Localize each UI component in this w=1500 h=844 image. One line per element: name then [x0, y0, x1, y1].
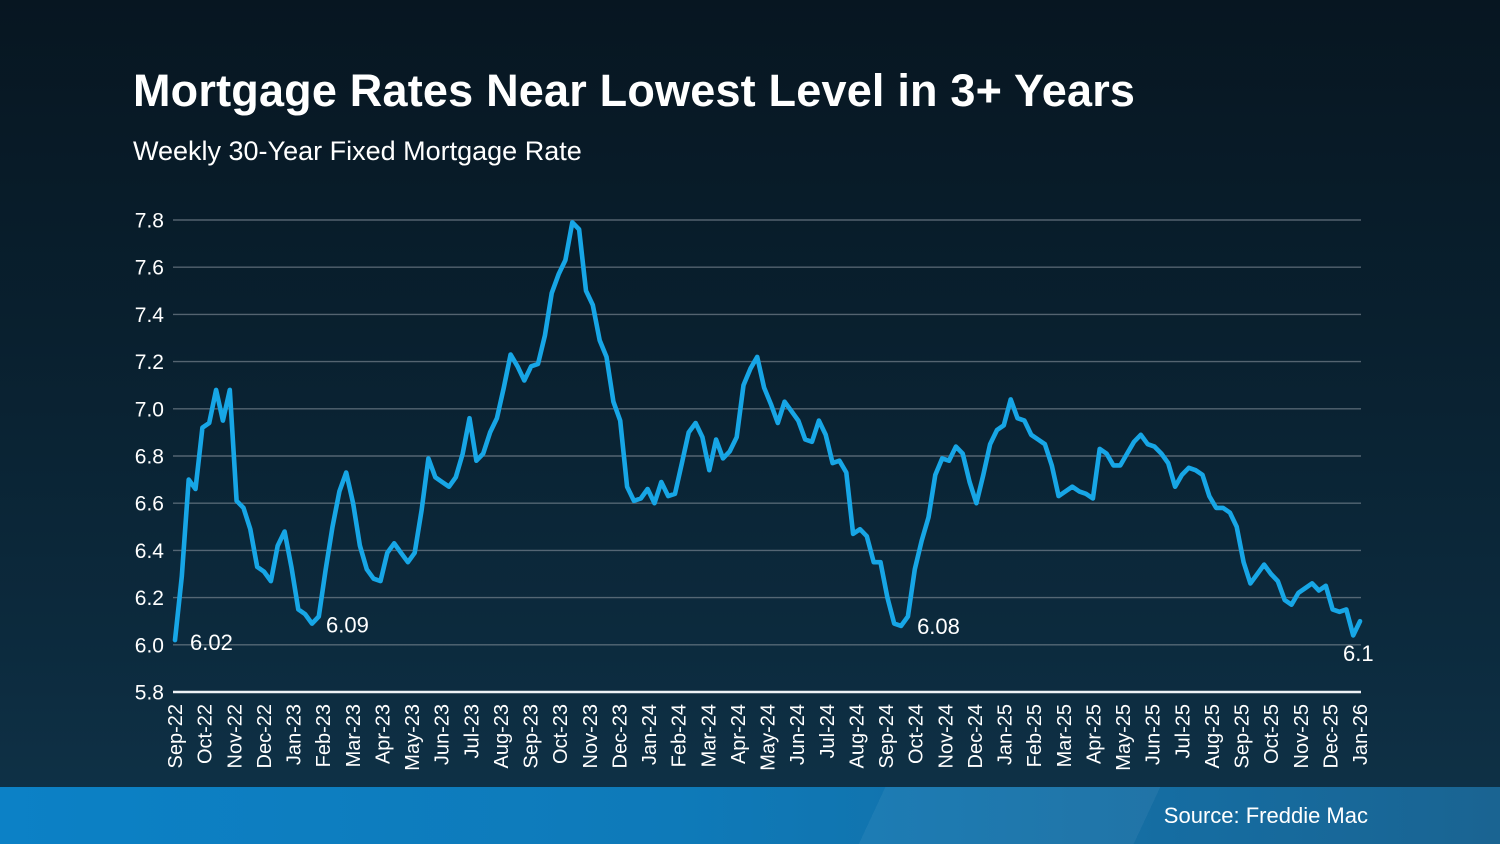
y-axis-label: 6.8: [135, 446, 164, 469]
x-axis-label: Sep-24: [876, 704, 898, 769]
source-label: Source: Freddie Mac: [1163, 803, 1368, 828]
x-axis-label: May-23: [402, 704, 424, 771]
y-axis-label: 5.8: [135, 682, 164, 705]
x-axis-label: Mar-25: [1054, 704, 1076, 767]
y-axis-label: 6.6: [135, 493, 164, 516]
x-axis-label: Jan-26: [1350, 704, 1372, 765]
footer-bar: Source: Freddie Mac: [0, 787, 1500, 844]
x-axis-label: Jul-24: [817, 704, 839, 758]
x-axis-label: Sep-25: [1232, 704, 1254, 769]
x-axis-label: Jan-25: [995, 704, 1017, 765]
chart-subtitle: Weekly 30-Year Fixed Mortgage Rate: [133, 136, 582, 166]
x-axis-label: Mar-24: [698, 704, 720, 767]
data-label: 6.09: [326, 613, 369, 638]
x-axis-label: Jun-24: [787, 704, 809, 765]
x-axis-label: Feb-23: [313, 704, 335, 767]
x-axis-label: Nov-23: [580, 704, 602, 768]
x-axis-label: Dec-22: [254, 704, 276, 768]
x-axis-label: May-24: [758, 704, 780, 771]
y-axis-label: 7.2: [135, 351, 164, 374]
x-axis-label: Feb-25: [1024, 704, 1046, 767]
y-axis-label: 7.8: [135, 210, 164, 233]
x-axis-label: Apr-24: [728, 704, 750, 764]
x-axis-label: Mar-23: [343, 704, 365, 767]
x-axis-label: Jun-23: [432, 704, 454, 765]
x-axis-label: Jun-25: [1143, 704, 1165, 765]
x-axis-label: Nov-22: [224, 704, 246, 768]
y-axis-label: 7.4: [135, 304, 165, 327]
y-axis-label: 7.0: [135, 398, 164, 421]
x-axis-label: Sep-23: [521, 704, 543, 769]
data-label: 6.02: [190, 630, 233, 655]
x-axis-label: Aug-25: [1202, 704, 1224, 769]
chart-title: Mortgage Rates Near Lowest Level in 3+ Y…: [133, 65, 1136, 116]
y-axis-label: 6.4: [135, 540, 165, 563]
y-axis-label: 6.2: [135, 587, 164, 610]
x-axis-label: Oct-22: [195, 704, 217, 764]
x-axis-label: May-25: [1113, 704, 1135, 771]
y-axis-label: 6.0: [135, 634, 164, 657]
x-axis-label: Oct-24: [906, 704, 928, 764]
data-label: 6.1: [1343, 641, 1374, 666]
x-axis-label: Jul-23: [461, 704, 483, 758]
x-axis-label: Nov-25: [1291, 704, 1313, 768]
x-axis-label: Sep-22: [165, 704, 187, 769]
y-axis-label: 7.6: [135, 257, 164, 280]
x-axis-label: Feb-24: [669, 704, 691, 767]
x-axis-label: Aug-24: [846, 704, 868, 769]
x-axis-label: Oct-25: [1261, 704, 1283, 764]
x-axis-label: Dec-25: [1320, 704, 1342, 768]
x-axis-label: Dec-23: [609, 704, 631, 768]
x-axis-label: Aug-23: [491, 704, 513, 769]
x-axis-label: Jan-24: [639, 704, 661, 765]
x-axis-label: Jan-23: [284, 704, 306, 765]
data-label: 6.08: [917, 614, 960, 639]
x-axis-label: Nov-24: [935, 704, 957, 768]
x-axis-label: Oct-23: [550, 704, 572, 764]
rate-line: [172, 220, 1363, 643]
x-axis-label: Jul-25: [1172, 704, 1194, 758]
x-axis-label: Apr-25: [1083, 704, 1105, 764]
x-axis-label: Dec-24: [965, 704, 987, 768]
x-axis-label: Apr-23: [372, 704, 394, 764]
